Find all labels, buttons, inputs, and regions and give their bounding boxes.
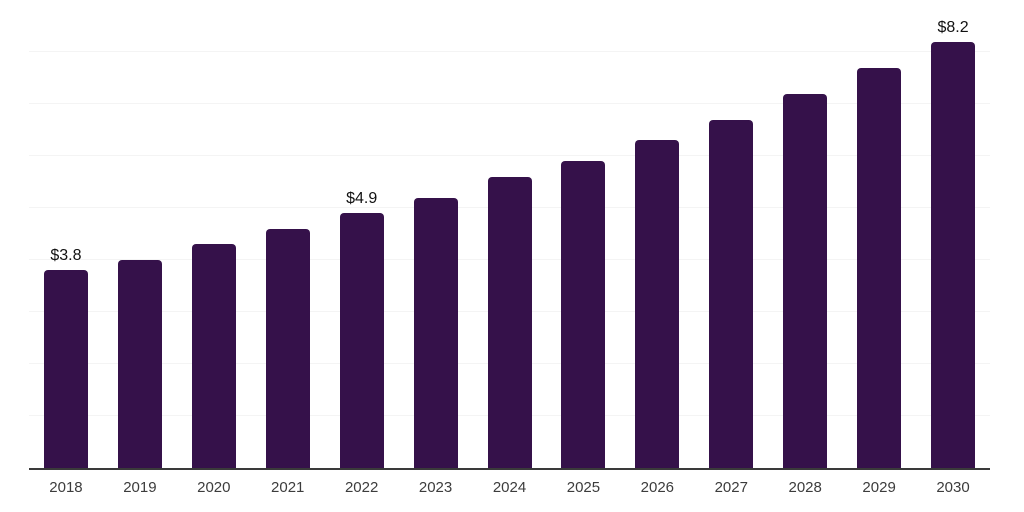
- x-axis-label-2030: 2030: [936, 479, 970, 496]
- plot-area: $3.8 $4.9 $8.2: [29, 0, 990, 470]
- bar-2021: [265, 228, 310, 468]
- value-label-2018: $3.8: [50, 247, 82, 265]
- x-axis-label-2021: 2021: [271, 479, 305, 496]
- value-label-2030: $8.2: [937, 18, 969, 36]
- bar-2022: [339, 213, 384, 468]
- x-axis-labels: 2018 2019 2020 2021 2022 2023 2024 2025 2026 2027…: [29, 478, 990, 502]
- x-axis-label-2019: 2019: [123, 479, 157, 496]
- x-axis-label-2022: 2022: [344, 479, 379, 496]
- value-label-2022: $4.9: [346, 190, 378, 208]
- bar-2020: [191, 244, 236, 468]
- bar-2026: [635, 140, 680, 468]
- bar-2030: [931, 41, 976, 468]
- bar-2018: [43, 270, 88, 468]
- x-axis-label-2024: 2024: [492, 479, 527, 496]
- x-axis-label-2029: 2029: [862, 479, 896, 496]
- bar-2023: [413, 197, 458, 468]
- x-axis-label-2023: 2023: [418, 479, 453, 496]
- x-axis-label-2026: 2026: [640, 479, 675, 496]
- gridline: [29, 155, 990, 156]
- x-axis-label-2020: 2020: [197, 479, 231, 496]
- x-axis-label-2025: 2025: [566, 479, 601, 496]
- x-axis-label-2018: 2018: [49, 479, 83, 496]
- bar-2025: [561, 161, 606, 468]
- bar-2019: [117, 260, 162, 468]
- bar-2028: [783, 93, 828, 468]
- x-axis-label-2028: 2028: [788, 479, 822, 496]
- x-axis-label-2027: 2027: [714, 479, 748, 496]
- bar-2024: [487, 176, 532, 468]
- gridline: [29, 103, 990, 104]
- gridline: [29, 51, 990, 52]
- bar-2029: [857, 67, 902, 468]
- bar-2027: [709, 119, 754, 468]
